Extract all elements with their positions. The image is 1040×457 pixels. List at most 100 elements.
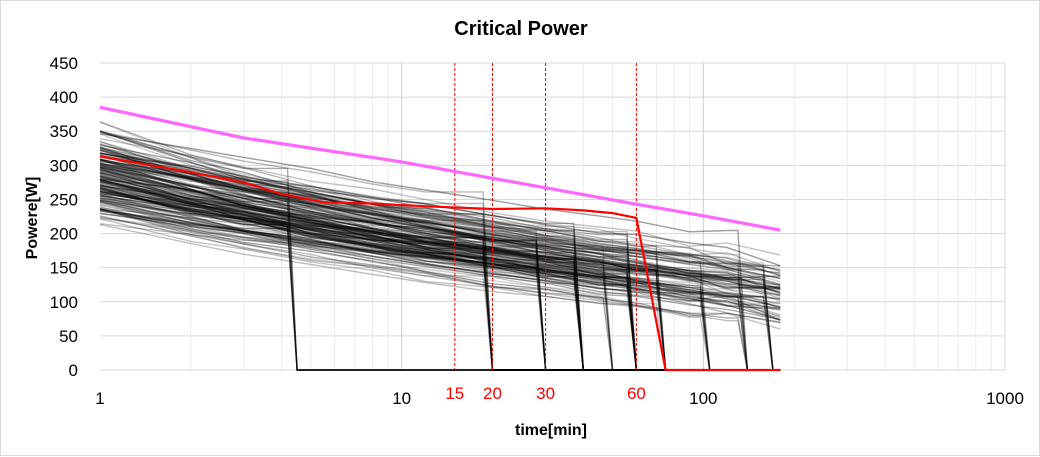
y-tick-label: 200 — [50, 225, 78, 244]
rider-curve — [99, 213, 781, 371]
rider-curve — [99, 182, 781, 290]
rider-curve — [99, 168, 781, 371]
rider-curve — [99, 186, 781, 371]
rider-curve — [99, 195, 781, 371]
grid — [100, 62, 1006, 371]
rider-curve — [99, 130, 781, 371]
rider-curve — [99, 208, 781, 371]
rider-curve — [99, 158, 781, 371]
rider-curve — [99, 149, 781, 371]
rider-curve — [99, 185, 781, 371]
reference-label-60: 60 — [627, 384, 646, 403]
rider-curve — [99, 158, 781, 285]
rider-curve — [99, 223, 781, 371]
rider-curve — [99, 223, 781, 371]
reference-label-20: 20 — [483, 384, 502, 403]
rider-curve — [99, 181, 781, 371]
rider-curve — [99, 209, 781, 371]
rider-curve — [99, 172, 781, 371]
rider-curve — [99, 174, 781, 371]
rider-curve — [99, 208, 781, 371]
rider-curve — [99, 172, 781, 371]
rider-curve — [99, 181, 781, 371]
rider-curve — [99, 215, 781, 371]
rider-curve — [99, 167, 781, 371]
rider-curve — [99, 159, 781, 272]
rider-curve — [99, 164, 781, 371]
rider-curve — [99, 215, 781, 324]
rider-curve — [99, 184, 781, 371]
rider-curve — [99, 188, 781, 371]
x-tick-label: 1 — [95, 389, 104, 408]
y-tick-label: 50 — [59, 327, 78, 346]
rider-curve — [99, 175, 781, 371]
y-axis-label: Powere[W] — [24, 177, 41, 260]
rider-curve — [99, 154, 781, 371]
y-tick-label: 100 — [50, 293, 78, 312]
rider-curve — [99, 190, 781, 371]
rider-curve — [99, 165, 781, 371]
rider-curve — [99, 204, 781, 371]
rider-curve — [99, 121, 781, 291]
y-tick-label: 0 — [69, 361, 78, 380]
rider-curve — [99, 191, 781, 371]
rider-curve — [99, 169, 781, 371]
chart-title: Critical Power — [454, 18, 588, 40]
rider-curve — [99, 195, 781, 371]
x-tick-label: 100 — [689, 389, 717, 408]
rider-curve — [99, 141, 781, 371]
rider-curve — [99, 188, 781, 371]
rider-curve — [99, 173, 781, 371]
rider-curve — [99, 209, 781, 371]
rider-curve — [99, 168, 781, 371]
rider-ensemble — [99, 121, 781, 371]
x-tick-label: 1000 — [986, 389, 1024, 408]
rider-curve — [99, 148, 781, 371]
rider-curve — [99, 153, 781, 283]
rider-curve — [99, 180, 781, 322]
rider-curve — [99, 138, 781, 256]
rider-curve — [99, 199, 781, 371]
rider-curve — [99, 144, 781, 371]
rider-curve — [99, 151, 781, 286]
rider-curve — [99, 200, 781, 371]
x-axis-label: time[min] — [515, 422, 587, 439]
rider-curve — [99, 190, 781, 371]
highlighted-rider-line — [99, 155, 781, 372]
rider-curve — [99, 197, 781, 310]
rider-curve — [99, 201, 781, 371]
rider-curve — [99, 166, 781, 371]
rider-curve — [99, 152, 781, 371]
rider-curve — [99, 181, 781, 371]
rider-curve — [99, 158, 781, 371]
rider-curve — [99, 168, 781, 308]
rider-curve — [99, 164, 781, 371]
rider-curve — [99, 158, 781, 371]
rider-curve — [99, 158, 781, 371]
x-tick-label: 10 — [392, 389, 411, 408]
rider-curve — [99, 184, 781, 371]
rider-curve — [99, 155, 781, 371]
rider-curve — [99, 184, 781, 371]
rider-curve — [99, 166, 781, 371]
rider-curve — [99, 178, 781, 371]
tick-labels: 0 50 100 150 200 250 300 350 400 450 1 10 100 1000 — [50, 54, 1024, 408]
rider-curve — [99, 201, 781, 371]
rider-curve — [99, 164, 781, 371]
rider-curve — [99, 167, 781, 371]
rider-curve — [99, 191, 781, 371]
rider-curve — [99, 207, 781, 371]
rider-curve — [99, 178, 781, 371]
rider-curve — [99, 190, 781, 371]
rider-curve — [99, 168, 781, 295]
rider-curve — [99, 176, 781, 371]
reference-label-15: 15 — [445, 384, 464, 403]
rider-curve — [99, 189, 781, 371]
rider-curve — [99, 197, 781, 293]
rider-curve — [99, 176, 781, 371]
rider-curve — [99, 173, 781, 371]
rider-curve — [99, 186, 781, 371]
rider-curve — [99, 162, 781, 371]
rider-curve — [99, 147, 781, 371]
rider-curve — [99, 178, 781, 371]
